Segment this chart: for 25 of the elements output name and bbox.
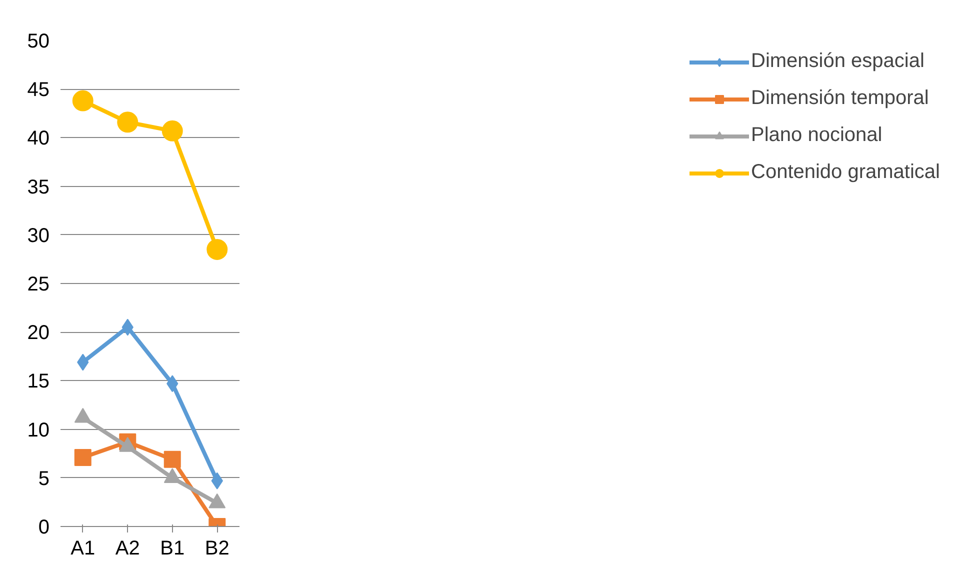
x-tick-label: A1 xyxy=(70,538,96,560)
y-tick-label: 15 xyxy=(27,370,50,393)
x-tick-label: A2 xyxy=(115,538,140,560)
y-tick-label: 40 xyxy=(27,128,50,150)
y-tick-label: 30 xyxy=(27,224,50,247)
y-tick-label: 35 xyxy=(27,176,50,198)
legend-label: Contenido gramatical xyxy=(751,161,940,184)
y-tick-label: 0 xyxy=(38,516,50,538)
point xyxy=(72,90,94,112)
point xyxy=(162,120,183,142)
legend-label: Plano nocional xyxy=(751,124,882,147)
y-tick-label: 20 xyxy=(27,322,50,344)
legend-label: Dimensión espacial xyxy=(751,50,924,73)
legend-label: Dimensión temporal xyxy=(751,87,929,110)
y-tick-label: 45 xyxy=(27,79,50,102)
point xyxy=(206,239,228,260)
y-tick-label: 10 xyxy=(27,419,50,442)
y-tick-label: 25 xyxy=(27,274,50,296)
point xyxy=(74,448,92,466)
y-tick-label: 50 xyxy=(27,30,50,52)
point xyxy=(117,112,138,133)
point xyxy=(164,450,181,468)
y-tick-label: 5 xyxy=(38,468,50,490)
x-tick-label: B2 xyxy=(204,538,230,560)
x-tick-label: B1 xyxy=(160,538,185,560)
